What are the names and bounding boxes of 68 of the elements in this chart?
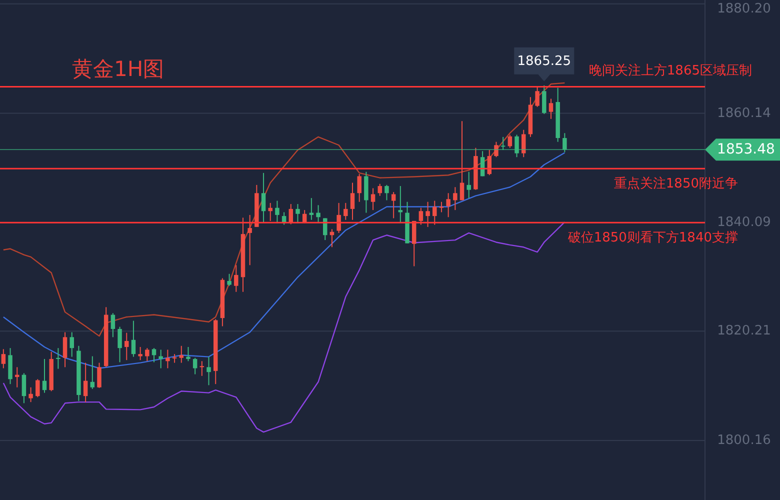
candlestick — [186, 346, 190, 362]
ref-line-label: 重点关注1850附近争 — [614, 176, 738, 192]
candlestick — [357, 174, 362, 202]
candlestick — [28, 386, 33, 403]
candlestick — [234, 264, 238, 292]
candlestick — [192, 357, 198, 375]
candlestick — [418, 207, 424, 226]
candlestick — [152, 348, 156, 363]
candlestick — [426, 201, 430, 228]
candlestick — [83, 362, 88, 403]
candlestick — [296, 204, 300, 224]
text: 黄金1H图 — [72, 57, 164, 81]
line-series — [2, 221, 566, 433]
candlestick — [378, 183, 382, 196]
candlestick — [460, 120, 464, 201]
candlestick — [90, 356, 95, 390]
candlestick — [432, 200, 437, 226]
candlestick — [22, 372, 26, 404]
candlestick — [275, 200, 280, 224]
candlestick — [138, 346, 142, 361]
candlestick — [36, 378, 40, 398]
candlestick — [248, 214, 252, 266]
candlestick — [535, 86, 540, 108]
candlestick — [118, 326, 122, 363]
candlestick — [261, 172, 266, 223]
candlestick — [227, 273, 232, 286]
candlestick — [110, 312, 116, 338]
candlestick — [124, 332, 129, 361]
candlestick — [466, 171, 471, 199]
candlestick — [42, 358, 47, 394]
candlestick — [548, 98, 554, 120]
candlestick — [145, 348, 150, 362]
candlestick — [97, 362, 102, 388]
candlestick — [62, 332, 68, 368]
y-tick-label: 1800.16 — [717, 432, 771, 448]
callout: 1865.25 — [514, 47, 574, 82]
y-tick-label: 1860.14 — [717, 106, 771, 121]
y-tick-label: 1820.21 — [717, 324, 771, 339]
candlestick — [542, 84, 546, 115]
candlestick — [158, 349, 163, 369]
candlestick — [508, 134, 512, 148]
ref-line-label: 破位1850则看下方1840支撑 — [566, 230, 738, 246]
candlestick — [370, 188, 376, 211]
candlestick — [494, 141, 498, 158]
line-series — [2, 82, 566, 337]
candlestick — [206, 356, 211, 386]
ref-line-label: 1853.48 — [717, 142, 775, 158]
candlestick — [521, 129, 526, 158]
y-tick-label: 1880.20 — [717, 2, 771, 16]
candlestick — [1, 348, 6, 369]
candlestick — [70, 332, 74, 358]
annotation: 1865.25 — [517, 54, 572, 69]
candlestick — [131, 320, 136, 358]
candlestick — [350, 182, 355, 220]
ref-line-label: 晚间关注上方1865区域压制 — [588, 62, 752, 79]
candlestick — [166, 349, 170, 369]
candlestick — [391, 192, 396, 219]
candlestick — [179, 345, 184, 364]
y-tick-label: 1840.09 — [717, 215, 771, 230]
candlestick — [302, 210, 307, 224]
candlestick — [56, 348, 60, 370]
candlestick — [316, 204, 320, 223]
candlestick — [446, 192, 450, 218]
candlestick — [453, 186, 458, 211]
candlestick — [344, 202, 348, 220]
candlestick — [336, 202, 341, 234]
candlestick — [384, 184, 389, 201]
candlestick — [268, 202, 272, 222]
